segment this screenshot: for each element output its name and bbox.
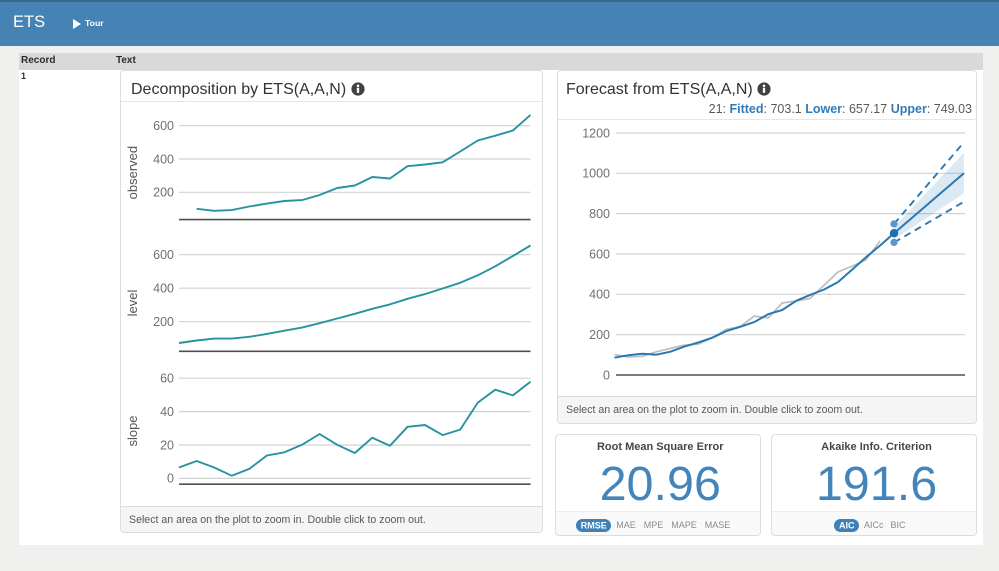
svg-text:slope: slope bbox=[125, 415, 140, 446]
svg-text:200: 200 bbox=[153, 315, 174, 329]
svg-text:600: 600 bbox=[153, 248, 174, 262]
svg-text:1000: 1000 bbox=[582, 167, 610, 181]
svg-text:600: 600 bbox=[153, 119, 174, 133]
svg-text:level: level bbox=[125, 290, 140, 317]
svg-text:200: 200 bbox=[589, 328, 610, 342]
svg-text:1200: 1200 bbox=[582, 126, 610, 140]
svg-text:observed: observed bbox=[125, 146, 140, 199]
svg-text:400: 400 bbox=[153, 152, 174, 166]
svg-text:400: 400 bbox=[589, 288, 610, 302]
svg-text:40: 40 bbox=[160, 405, 174, 419]
svg-text:20: 20 bbox=[160, 438, 174, 452]
svg-text:800: 800 bbox=[589, 207, 610, 221]
svg-text:0: 0 bbox=[167, 472, 174, 486]
svg-text:600: 600 bbox=[589, 247, 610, 261]
svg-text:200: 200 bbox=[153, 186, 174, 200]
svg-text:60: 60 bbox=[160, 372, 174, 386]
svg-text:400: 400 bbox=[153, 282, 174, 296]
svg-text:0: 0 bbox=[603, 368, 610, 382]
